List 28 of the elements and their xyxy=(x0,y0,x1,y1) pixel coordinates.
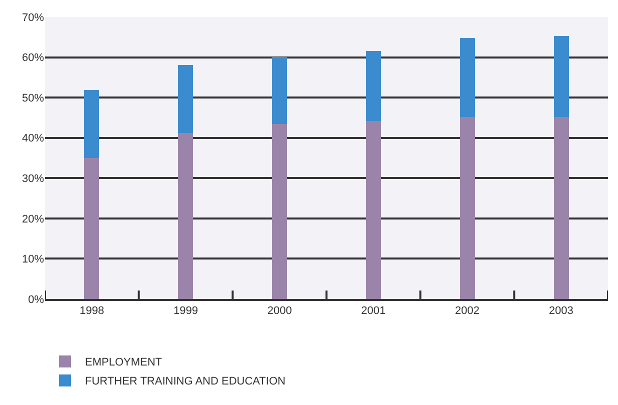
bar xyxy=(272,124,287,299)
y-tick-label: 30% xyxy=(22,172,44,185)
bar xyxy=(178,133,193,299)
y-tick-label: 20% xyxy=(22,213,44,226)
x-tick-label: 1998 xyxy=(80,305,104,318)
legend-label: FURTHER TRAINING AND EDUCATION xyxy=(85,376,286,388)
x-tick-label: 2001 xyxy=(361,305,386,318)
bar xyxy=(554,117,569,299)
bar xyxy=(366,121,381,299)
x-tick-label: 2002 xyxy=(455,305,480,318)
x-tick-label: 2003 xyxy=(548,305,574,318)
bar xyxy=(366,51,381,121)
y-tick-label: 0% xyxy=(28,294,44,306)
bar xyxy=(84,158,99,299)
bar xyxy=(460,38,475,117)
x-tick-label: 2000 xyxy=(267,305,292,318)
bar xyxy=(554,36,569,117)
y-tick-label: 50% xyxy=(22,92,44,104)
x-tick-label: 1999 xyxy=(174,305,198,318)
bar xyxy=(84,90,99,158)
legend-label: EMPLOYMENT xyxy=(85,356,162,369)
y-tick-label: 10% xyxy=(22,254,44,266)
bar xyxy=(272,57,287,124)
y-tick-label: 70% xyxy=(22,12,44,24)
bar xyxy=(178,65,193,133)
bar xyxy=(460,117,475,299)
y-tick-label: 40% xyxy=(22,132,44,145)
y-tick-label: 60% xyxy=(22,52,44,64)
